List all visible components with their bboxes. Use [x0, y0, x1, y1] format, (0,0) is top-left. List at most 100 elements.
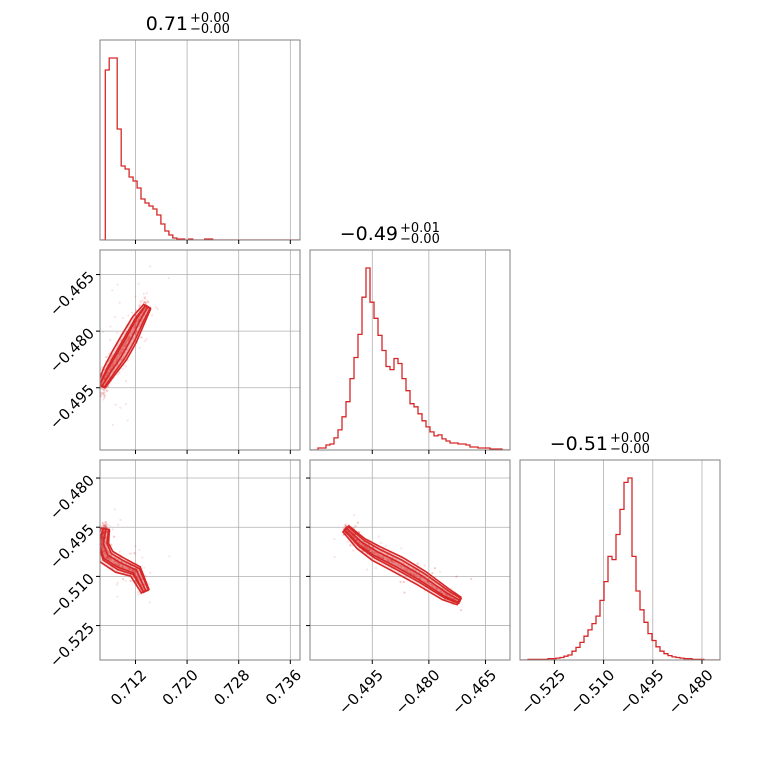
scatter-point	[140, 336, 143, 339]
scatter-point	[391, 556, 395, 559]
scatter-point	[412, 573, 415, 576]
scatter-point	[128, 568, 131, 571]
scatter-point	[102, 550, 105, 553]
scatter-point	[102, 398, 105, 401]
scatter-point	[402, 580, 405, 584]
scatter-point	[415, 574, 419, 578]
scatter-point	[102, 549, 105, 552]
scatter-point	[367, 547, 370, 550]
scatter-point	[84, 565, 86, 567]
scatter-point	[97, 531, 99, 533]
scatter-point	[382, 557, 385, 560]
scatter-point	[97, 545, 99, 547]
scatter-point	[108, 524, 111, 527]
scatter-point	[104, 520, 107, 524]
scatter-point	[101, 547, 104, 550]
scatter-point	[131, 568, 134, 572]
scatter-point	[355, 538, 358, 541]
scatter-point	[135, 309, 138, 312]
panel-title-2: −0.51	[550, 433, 608, 455]
scatter-point	[115, 331, 119, 334]
scatter-point	[132, 327, 136, 330]
scatter-point	[109, 325, 112, 328]
scatter-point	[121, 317, 125, 320]
scatter-point	[109, 368, 112, 371]
scatter-point	[105, 523, 108, 526]
scatter-point	[103, 377, 106, 380]
scatter-point	[128, 337, 131, 340]
scatter-point	[134, 332, 137, 335]
scatter-point	[124, 343, 128, 346]
scatter-point	[100, 539, 104, 543]
scatter-point	[365, 546, 369, 549]
scatter-point	[97, 384, 99, 386]
scatter-point	[97, 548, 99, 550]
scatter-point	[119, 352, 122, 356]
scatter-point	[100, 539, 103, 542]
scatter-point	[404, 568, 407, 572]
x-tick-label: −0.465	[448, 666, 500, 718]
scatter-point	[368, 548, 371, 552]
scatter-point	[106, 556, 109, 559]
scatter-point	[103, 394, 106, 398]
scatter-point	[138, 346, 141, 349]
scatter-point	[368, 548, 371, 551]
scatter-point	[103, 388, 106, 391]
scatter-point	[97, 531, 99, 533]
scatter-point	[403, 591, 406, 594]
scatter-point	[127, 314, 130, 317]
scatter-point	[128, 335, 131, 339]
scatter-point	[128, 337, 131, 340]
scatter-point	[343, 523, 346, 526]
scatter-point	[439, 590, 442, 593]
scatter-point	[400, 547, 403, 550]
scatter-point	[103, 391, 106, 394]
scatter-point	[101, 392, 105, 395]
scatter-point	[387, 558, 390, 561]
scatter-point	[124, 579, 127, 583]
scatter-point	[129, 336, 132, 339]
scatter-point	[128, 567, 131, 571]
scatter-point	[133, 552, 136, 555]
x-tick-label: −0.480	[665, 666, 717, 718]
scatter-point	[103, 395, 106, 398]
scatter-point	[459, 609, 463, 612]
panel-frame-2-0	[99, 459, 301, 661]
y-tick-label: −0.525	[46, 619, 98, 671]
scatter-point	[100, 543, 103, 546]
scatter-point	[101, 538, 104, 541]
scatter-point	[123, 342, 126, 346]
scatter-point	[136, 591, 139, 594]
scatter-point	[97, 551, 99, 553]
scatter-point	[144, 574, 147, 577]
scatter-point	[374, 566, 378, 570]
scatter-point	[124, 343, 127, 346]
scatter-point	[108, 369, 111, 372]
scatter-point	[123, 344, 126, 347]
scatter-point	[106, 555, 109, 559]
scatter-point	[344, 523, 348, 526]
histogram-2	[520, 477, 720, 660]
scatter-point	[103, 523, 106, 526]
x-tick-label: 0.720	[159, 666, 202, 709]
scatter-point	[100, 540, 103, 543]
scatter-point	[343, 524, 347, 527]
scatter-point	[125, 339, 129, 342]
scatter-point	[108, 558, 111, 561]
scatter-point	[89, 568, 91, 570]
scatter-point	[365, 546, 368, 549]
scatter-point	[107, 556, 110, 559]
scatter-point	[390, 560, 394, 563]
scatter-point	[403, 568, 406, 571]
scatter-point	[118, 352, 121, 355]
scatter-point	[120, 348, 124, 351]
scatter-point	[109, 558, 112, 561]
scatter-point	[121, 367, 124, 370]
contour-inner	[100, 304, 149, 388]
scatter-point	[84, 565, 86, 567]
scatter-point	[114, 562, 117, 566]
scatter-point	[414, 574, 417, 577]
scatter-point	[145, 301, 148, 305]
scatter-point	[101, 538, 104, 541]
